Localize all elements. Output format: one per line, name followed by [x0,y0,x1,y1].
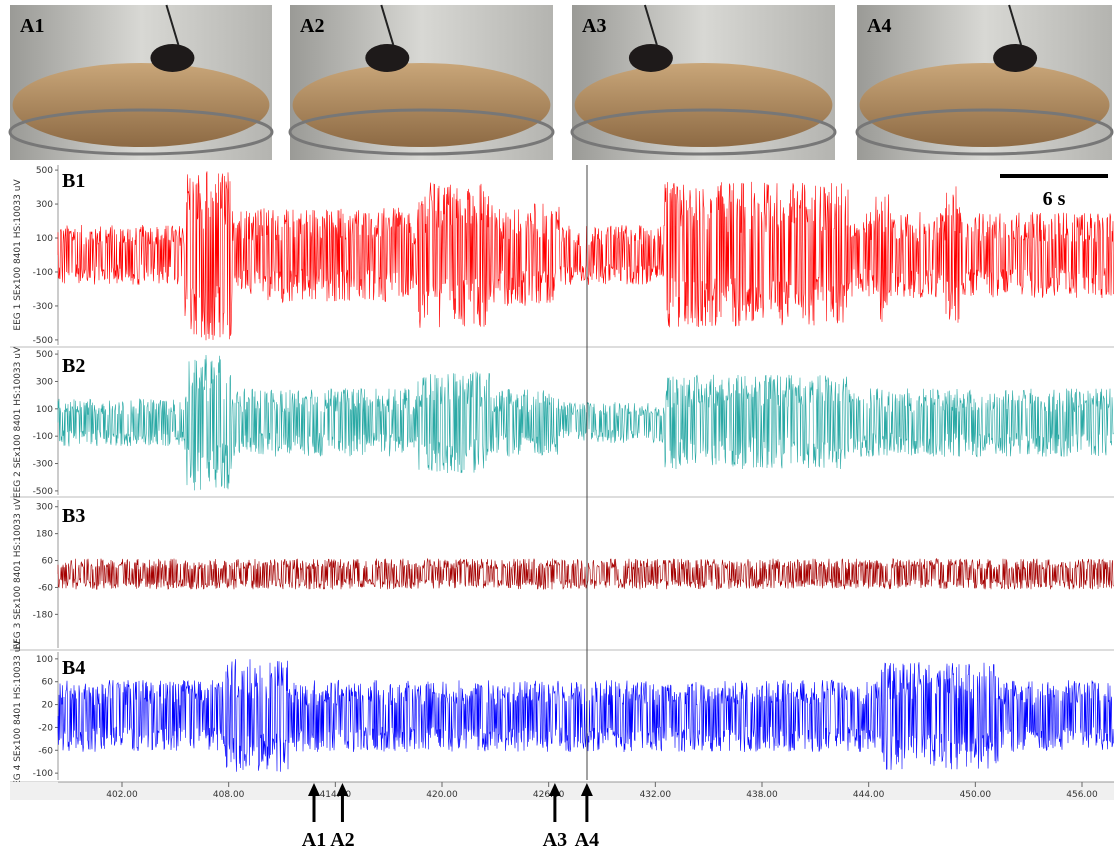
marker-arrow-head [336,783,349,796]
y-tick-label: 100 [36,655,53,665]
x-tick-label: 456.00 [1066,790,1098,800]
photo: A2 [288,4,555,160]
y-tick-label: 100 [36,405,53,415]
photo-label: A4 [867,15,891,37]
y-tick-label: -300 [33,460,54,470]
photo-rim [570,108,837,156]
y-tick-label: -500 [33,336,54,346]
photo-cable [165,4,180,46]
marker-label: A1 [302,829,326,850]
photo-cable [380,4,395,46]
photo-mouse [993,44,1038,72]
panel-label: B2 [62,355,85,377]
eeg-trace [57,659,1114,772]
y-tick-label: 300 [36,200,53,210]
x-tick-label: 420.00 [426,790,458,800]
eeg-trace [57,557,1114,591]
y-tick-label: -500 [33,487,54,497]
y-tick-label: 300 [36,377,53,387]
y-tick-label: -100 [33,769,54,779]
x-tick-label: 450.00 [960,790,992,800]
photo-mouse [365,44,410,72]
x-tick-label: 426.00 [533,790,565,800]
photo-cable [643,4,658,46]
y-tick-label: 100 [36,234,53,244]
y-tick-label: -100 [33,268,54,278]
y-tick-label: -100 [33,432,54,442]
channel-label: EEG 4 SEx100 8401 HS:10033 uV [13,640,23,792]
time-axis-bg [10,782,1114,800]
y-tick-label: 300 [36,503,53,513]
y-tick-label: -180 [33,610,54,620]
marker-arrow-head [580,783,593,796]
y-tick-label: 500 [36,350,53,360]
panel-label: B3 [62,505,85,527]
photo: A1 [8,4,274,160]
photo: A3 [570,4,837,160]
photo-rim [8,108,274,156]
eeg-trace [57,171,1114,341]
x-tick-label: 408.00 [213,790,245,800]
x-tick-label: 438.00 [746,790,778,800]
photo-bedding [574,63,833,147]
photo-bedding [859,63,1110,147]
scale-bar-label: 6 s [1043,188,1066,210]
photo-rim [855,108,1114,156]
channel-label: EEG 3 SEx100 8401 HS:10033 uV [13,498,23,650]
x-tick-label: 432.00 [640,790,672,800]
y-tick-label: 60 [42,557,54,567]
x-tick-label: 414.00 [320,790,352,800]
x-tick-label: 402.00 [106,790,138,800]
photo-label: A2 [300,15,324,37]
photo-rim [288,108,555,156]
photo-label: A1 [20,15,44,37]
marker-label: A4 [575,829,599,850]
photo: A4 [855,4,1114,160]
y-tick-label: -60 [38,746,53,756]
marker-label: A2 [330,829,354,850]
channel-label: EEG 2 SEx100 8401 HS:10033 uV [13,346,23,498]
y-tick-label: 180 [36,530,53,540]
photo-cable [1008,4,1023,46]
channel-label: EEG 1 SEx100 8401 HS:10033 uV [13,179,23,331]
x-tick-label: 444.00 [853,790,885,800]
photo-mouse [150,44,195,72]
marker-arrow-head [548,783,561,796]
photo-bedding [292,63,551,147]
y-tick-label: 60 [42,678,54,688]
panel-label: B1 [62,170,85,192]
y-tick-label: -300 [33,302,54,312]
y-tick-label: -60 [38,583,53,593]
y-tick-label: 500 [36,166,53,176]
photo-label: A3 [582,15,606,37]
photo-mouse [628,44,673,72]
panel-label: B4 [62,657,85,679]
eeg-trace [57,354,1114,491]
y-tick-label: -20 [38,723,53,733]
marker-label: A3 [543,829,567,850]
photo-bedding [12,63,270,147]
y-tick-label: 20 [42,701,54,711]
marker-arrow-head [308,783,320,796]
